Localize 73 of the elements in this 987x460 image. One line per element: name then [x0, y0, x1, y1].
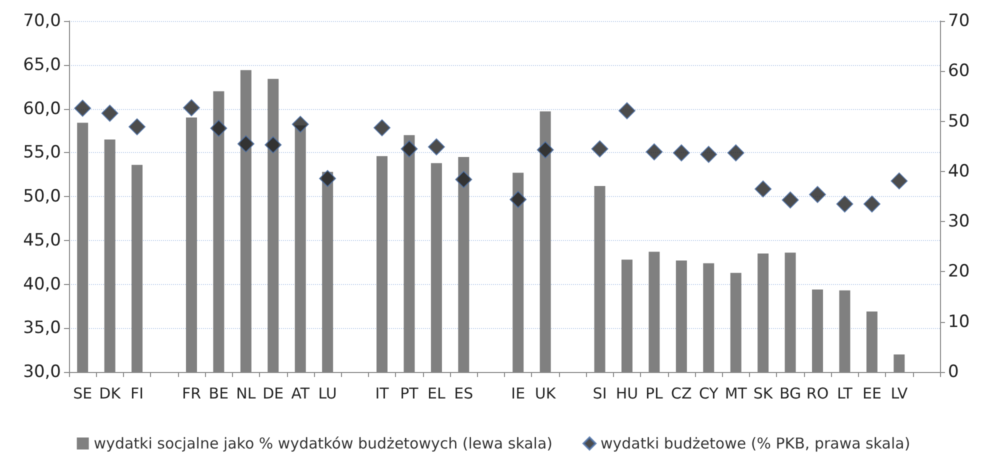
x-tick-label: LV — [890, 384, 908, 402]
point — [74, 100, 92, 117]
x-tick-label: SI — [592, 384, 607, 402]
point — [319, 170, 336, 187]
x-tick-label: FR — [182, 384, 202, 402]
x-tick-label: FI — [130, 384, 144, 402]
x-tick-label: NL — [236, 384, 256, 402]
legend-label: wydatki budżetowe (% PKB, prawa skala) — [600, 434, 910, 452]
y-tick-label: 35,0 — [23, 318, 61, 338]
point — [809, 186, 826, 203]
x-tick-label: HU — [616, 384, 638, 402]
point — [754, 180, 772, 198]
point — [591, 140, 608, 158]
point — [292, 116, 309, 133]
point — [400, 140, 418, 158]
y-tick-label: 60,0 — [23, 98, 61, 119]
y2-tick-label: 30 — [948, 212, 970, 232]
point — [455, 170, 472, 188]
x-tick-label: CY — [698, 384, 720, 402]
x-tick-label: ES — [454, 384, 474, 402]
x-tick-label: PT — [400, 384, 420, 402]
y2-tick-label: 20 — [948, 262, 970, 282]
point — [836, 196, 854, 213]
y-tick-label: 70,0 — [23, 11, 61, 31]
y-tick-label: 30,0 — [23, 362, 61, 382]
point — [101, 104, 118, 122]
point — [727, 144, 744, 162]
x-tick-label: AT — [291, 384, 310, 402]
point — [128, 118, 146, 136]
legend-label: wydatki socjalne jako % wydatków budżetowych (lewa skala) — [94, 434, 553, 452]
x-tick-label: LU — [318, 384, 337, 402]
point — [672, 144, 690, 162]
point — [210, 120, 228, 137]
x-tick-label: DK — [99, 384, 122, 402]
y2-tick-label: 10 — [948, 312, 970, 332]
x-tick-label: UK — [534, 384, 557, 402]
point — [237, 135, 254, 152]
point — [863, 196, 880, 213]
point — [536, 141, 554, 158]
x-tick-label: EL — [428, 384, 446, 402]
y-tick-label: 65,0 — [23, 54, 61, 75]
point — [782, 192, 799, 209]
x-tick-label: IT — [375, 384, 390, 402]
x-tick-label: CZ — [671, 384, 692, 402]
x-tick-label: EE — [862, 384, 882, 402]
point — [264, 136, 282, 154]
x-tick-label: DE — [262, 384, 284, 402]
x-tick-label: MT — [724, 384, 748, 402]
y2-tick-label: 70 — [948, 11, 970, 31]
x-tick-label: BE — [208, 384, 229, 402]
y2-tick-label: 40 — [948, 161, 970, 182]
y2-tick-label: 60 — [948, 61, 970, 82]
x-tick-label: SK — [753, 384, 774, 402]
y-tick-label: 55,0 — [23, 142, 61, 163]
x-tick-label: BG — [779, 384, 802, 402]
y-tick-label: 40,0 — [23, 274, 61, 294]
point — [646, 143, 663, 160]
point — [374, 119, 391, 136]
point — [182, 99, 200, 116]
x-tick-label: SE — [73, 384, 92, 402]
x-tick-label: IE — [511, 384, 526, 402]
point — [890, 172, 908, 190]
point — [700, 146, 718, 163]
y-tick-label: 50,0 — [23, 186, 61, 206]
x-tick-label: RO — [806, 384, 829, 402]
point — [510, 191, 527, 208]
x-tick-label: LT — [837, 384, 854, 402]
y-tick-label: 45,0 — [23, 230, 61, 250]
y2-tick-label: 0 — [948, 362, 959, 382]
point — [618, 102, 636, 120]
x-tick-label: PL — [646, 384, 664, 402]
y2-tick-label: 50 — [948, 111, 970, 132]
point — [428, 138, 445, 156]
